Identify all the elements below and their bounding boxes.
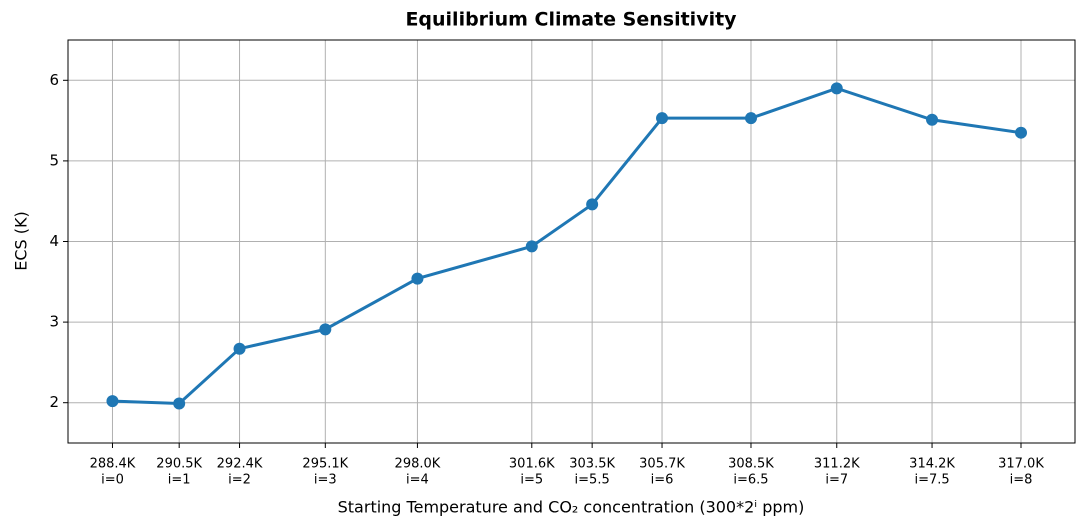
x-tick-label: 317.0K <box>998 457 1044 472</box>
y-tick-label: 2 <box>49 393 59 411</box>
x-tick-sublabel: i=3 <box>314 473 337 488</box>
x-tick-sublabel: i=0 <box>101 473 124 488</box>
x-tick-label: 298.0K <box>395 457 441 472</box>
x-tick-sublabel: i=7 <box>825 473 848 488</box>
x-tick-label: 301.6K <box>509 457 555 472</box>
x-tick-sublabel: i=2 <box>228 473 251 488</box>
x-tick-sublabel: i=6 <box>651 473 674 488</box>
x-tick-label: 314.2K <box>909 457 955 472</box>
x-tick-label: 288.4K <box>90 457 136 472</box>
data-point <box>106 395 119 408</box>
data-point <box>744 112 757 125</box>
x-tick-label: 295.1K <box>302 457 348 472</box>
data-point <box>656 112 669 125</box>
x-tick-label: 290.5K <box>156 457 202 472</box>
chart-title: Equilibrium Climate Sensitivity <box>405 9 737 31</box>
data-point <box>173 397 186 410</box>
data-point <box>926 113 939 126</box>
x-tick-label: 303.5K <box>569 457 615 472</box>
y-tick-label: 3 <box>49 313 59 331</box>
x-tick-label: 308.5K <box>728 457 774 472</box>
x-tick-label: 311.2K <box>814 457 860 472</box>
y-tick-label: 5 <box>49 151 59 169</box>
y-axis-label: ECS (K) <box>12 211 31 271</box>
data-point <box>1014 126 1027 139</box>
plot-frame <box>67 39 1076 444</box>
data-point <box>830 82 843 95</box>
y-tick-label: 6 <box>49 71 59 89</box>
data-point <box>411 272 424 285</box>
data-point <box>525 240 538 253</box>
x-tick-sublabel: i=5.5 <box>575 473 610 488</box>
data-point <box>586 198 599 211</box>
data-point <box>319 323 332 336</box>
data-point <box>233 342 246 355</box>
x-tick-sublabel: i=5 <box>520 473 543 488</box>
x-tick-sublabel: i=1 <box>168 473 191 488</box>
data-line <box>112 86 1022 406</box>
y-tick-label: 4 <box>49 232 59 250</box>
x-tick-label: 292.4K <box>217 457 263 472</box>
grid <box>68 40 1075 443</box>
x-tick-sublabel: i=8 <box>1010 473 1033 488</box>
x-tick-sublabel: i=4 <box>406 473 429 488</box>
x-tick-label: 305.7K <box>639 457 685 472</box>
x-axis-label: Starting Temperature and CO₂ concentrati… <box>338 498 805 517</box>
x-tick-sublabel: i=7.5 <box>914 473 949 488</box>
x-tick-sublabel: i=6.5 <box>733 473 768 488</box>
